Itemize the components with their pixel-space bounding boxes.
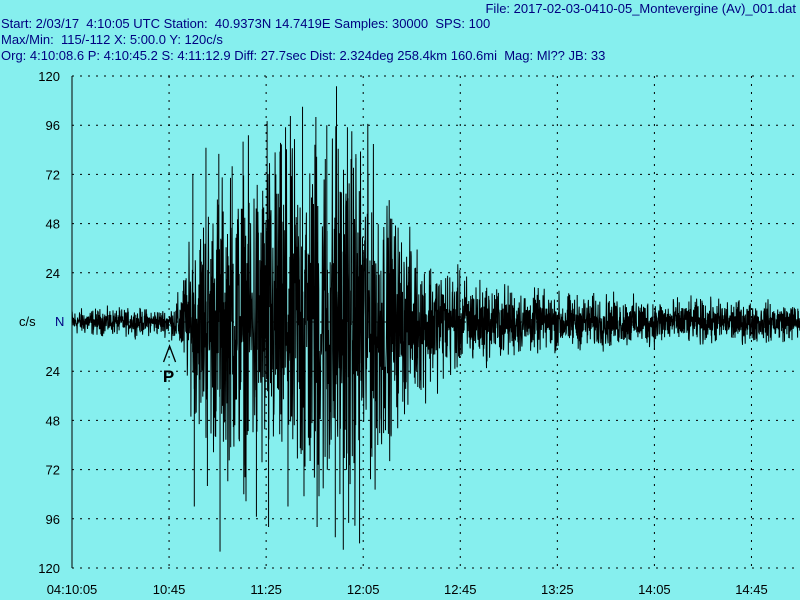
y-tick-label: 120	[38, 561, 60, 576]
x-tick-label: 11:25	[250, 582, 282, 597]
x-tick-label: 14:45	[735, 582, 768, 597]
origin-info-line: Org: 4:10:08.6 P: 4:10:45.2 S: 4:11:12.9…	[1, 48, 606, 63]
y-tick-label: 96	[46, 512, 60, 527]
maxmin-info-line: Max/Min: 115/-112 X: 5:00.0 Y: 120c/s	[1, 32, 223, 47]
p-wave-pick-marker: P	[162, 344, 177, 386]
file-name-label: File: 2017-02-03-0410-05_Montevergine (A…	[485, 1, 796, 16]
y-tick-label: 96	[46, 118, 60, 133]
p-pick-label: P	[163, 367, 174, 386]
x-tick-label: 04:10:05	[47, 582, 98, 597]
y-tick-label: 24	[46, 266, 60, 281]
x-tick-label: 12:05	[347, 582, 380, 597]
trace-spikes	[192, 86, 392, 552]
x-tick-label: 12:45	[444, 582, 477, 597]
y-tick-label: 72	[46, 463, 60, 478]
y-axis-label: c/s	[19, 314, 36, 329]
y-tick-label: 120	[38, 69, 60, 84]
y-tick-label: 72	[46, 167, 60, 182]
y-tick-label: 48	[46, 217, 60, 232]
seismogram-trace	[71, 115, 800, 550]
y-tick-label: 48	[46, 413, 60, 428]
x-tick-label: 10:45	[153, 582, 186, 597]
y-axis-ticks: 120 96 72 48 24 24 48 72 96 120	[38, 69, 60, 576]
channel-label: N	[55, 314, 64, 329]
y-tick-label: 24	[46, 364, 60, 379]
x-axis-ticks: 04:10:05 10:45 11:25 12:05 12:45 13:25 14:05 14…	[47, 582, 768, 597]
p-pick-arrow	[162, 344, 177, 363]
x-tick-label: 14:05	[638, 582, 671, 597]
x-tick-label: 13:25	[541, 582, 574, 597]
start-info-line: Start: 2/03/17 4:10:05 UTC Station: 40.9…	[1, 16, 491, 31]
